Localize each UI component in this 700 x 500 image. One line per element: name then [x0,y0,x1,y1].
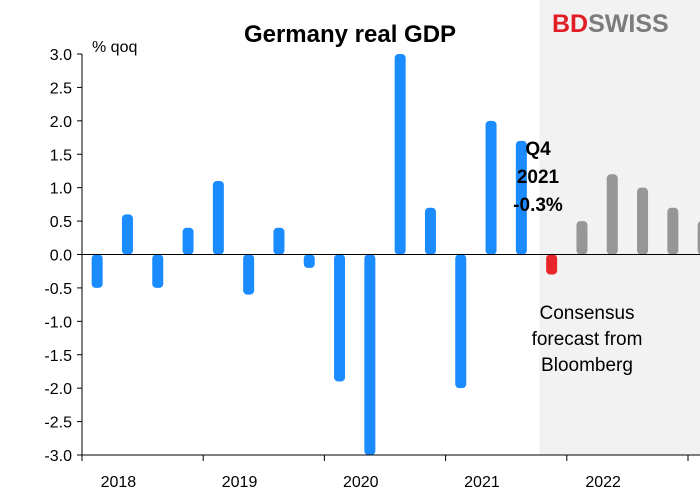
logo-swiss-text: SWISS [588,10,669,38]
y-tick-label: -1.0 [44,314,72,331]
q4-annotation-line1: Q4 [525,139,551,160]
y-axis-unit: % qoq [92,39,137,56]
x-tick-label: 2021 [464,474,500,491]
bar-2020q4 [424,207,436,255]
bar-2021q3 [515,140,527,255]
svg-text:BDSWISS: BDSWISS [552,10,669,38]
y-tick-label: -1.5 [44,348,72,365]
bar-2021q2 [485,120,497,255]
bar-2020q3 [394,54,406,255]
forecast-annotation-line1: Consensus [539,303,634,324]
forecast-annotation-line3: Bloomberg [541,355,633,376]
bar-2018q1 [91,254,103,288]
bar-2022q4 [667,207,679,255]
y-tick-label: 0.5 [50,214,72,231]
x-tick-label: 2018 [101,474,137,491]
bar-2022q3 [637,187,649,255]
bar-2019q3 [273,227,285,255]
x-tick-label: 2019 [222,474,258,491]
y-tick-label: -3.0 [44,448,72,465]
bar-2019q1 [212,180,224,255]
bar-2021q4 [546,254,558,275]
bar-2023q1 [697,221,700,255]
y-tick-label: 1.5 [50,147,72,164]
y-tick-label: 3.0 [50,47,72,64]
x-tick-label: 2020 [343,474,379,491]
bar-2018q2 [121,214,133,255]
bar-2018q3 [152,254,164,288]
bar-2019q2 [243,254,255,295]
x-tick-label: 2022 [585,474,621,491]
bar-2020q1 [334,254,346,382]
q4-annotation-line2: 2021 [517,167,560,188]
bar-2021q1 [455,254,467,389]
brand-logo: BDSWISS [552,10,669,38]
bar-2018q4 [182,227,194,255]
y-tick-label: 2.0 [50,114,72,131]
y-tick-label: 0.0 [50,248,72,265]
y-tick-label: -2.0 [44,381,72,398]
bar-2022q2 [606,174,618,255]
logo-bd-text: BD [552,10,588,38]
y-tick-label: -2.5 [44,415,72,432]
q4-annotation-line3: -0.3% [513,195,563,216]
y-tick-label: 2.5 [50,80,72,97]
y-tick-label: 1.0 [50,181,72,198]
y-tick-label: -0.5 [44,281,72,298]
forecast-annotation-line2: forecast from [532,329,643,350]
chart-title: Germany real GDP [244,21,456,48]
bar-2020q2 [364,254,376,455]
bar-2019q4 [303,254,315,268]
bar-2022q1 [576,221,588,255]
